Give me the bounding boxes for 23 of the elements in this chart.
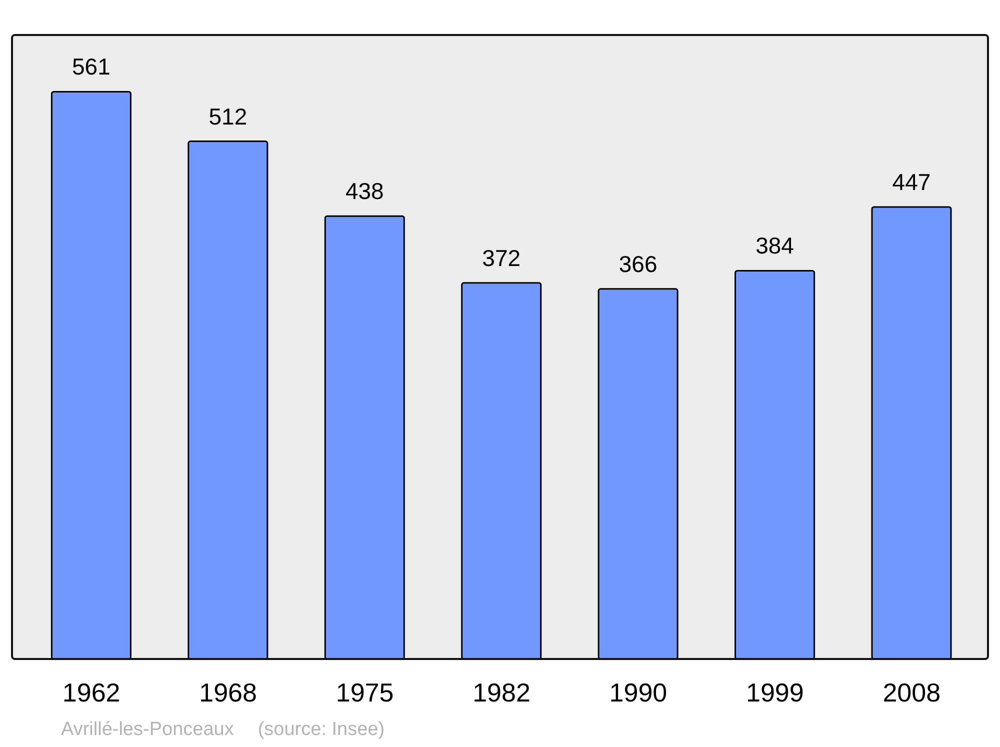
data-label: 512 — [208, 103, 248, 130]
bar — [324, 215, 405, 659]
text: Avrillé-les-Ponceaux — [61, 719, 234, 740]
data-label: 438 — [345, 178, 384, 204]
bar — [598, 288, 678, 659]
x-tick-label: 1990 — [609, 677, 668, 708]
bar — [188, 140, 268, 659]
x-tick-label: 1999 — [746, 677, 804, 708]
data-label: 447 — [892, 169, 931, 195]
x-tick-label: 1962 — [62, 677, 120, 708]
data-label: 384 — [756, 232, 794, 259]
text: (source: Insee) — [258, 719, 385, 740]
bar — [461, 282, 542, 659]
bar — [734, 270, 816, 659]
data-label: 561 — [72, 54, 110, 80]
bar — [50, 90, 132, 659]
data-label: 366 — [618, 250, 658, 277]
x-tick-label: 1982 — [472, 677, 530, 708]
bar — [871, 206, 952, 659]
x-tick-label: 2008 — [882, 677, 941, 708]
x-tick-label: 1968 — [199, 677, 257, 708]
data-label: 372 — [482, 244, 521, 271]
x-tick-label: 1975 — [336, 677, 394, 708]
